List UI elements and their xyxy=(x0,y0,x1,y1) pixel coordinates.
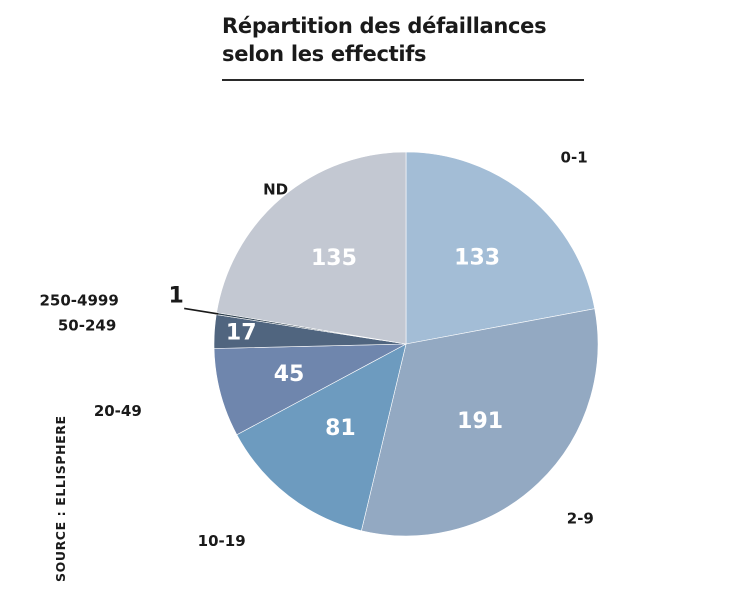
category-label-2-9: 2-9 xyxy=(567,510,594,528)
value-label-250-4999: 1 xyxy=(169,283,184,308)
value-label-2-9: 191 xyxy=(457,409,503,434)
category-label-ND: ND xyxy=(263,181,288,199)
pie-slices xyxy=(213,151,599,537)
category-label-250-4999: 250-4999 xyxy=(39,291,118,309)
chart-title: Répartition des défaillances selon les e… xyxy=(222,12,547,68)
chart-title-line-2: selon les effectifs xyxy=(222,42,427,66)
value-label-ND: 135 xyxy=(311,246,357,271)
pie-slice-10-19 xyxy=(236,343,407,532)
pie-slice-2-9 xyxy=(361,308,599,537)
category-label-10-19: 10-19 xyxy=(198,532,246,550)
value-label-20-49: 45 xyxy=(274,362,305,387)
chart-title-line-1: Répartition des défaillances xyxy=(222,14,547,38)
category-label-0-1: 0-1 xyxy=(561,148,588,166)
category-label-20-49: 20-49 xyxy=(94,402,142,420)
leader-lines xyxy=(184,307,219,315)
value-label-50-249: 17 xyxy=(226,320,257,345)
pie-slice-ND xyxy=(216,151,407,345)
value-label-10-19: 81 xyxy=(325,416,356,441)
pie-labels: 0-1 133 2-9 191 10-19 81 20-49 45 50-249 17 250-49… xyxy=(39,148,593,550)
leader-line-250-4999 xyxy=(184,307,219,315)
category-label-50-249: 50-249 xyxy=(58,316,116,334)
title-rule xyxy=(222,79,584,81)
pie-slice-0-1 xyxy=(405,151,596,345)
value-label-0-1: 133 xyxy=(454,245,500,270)
